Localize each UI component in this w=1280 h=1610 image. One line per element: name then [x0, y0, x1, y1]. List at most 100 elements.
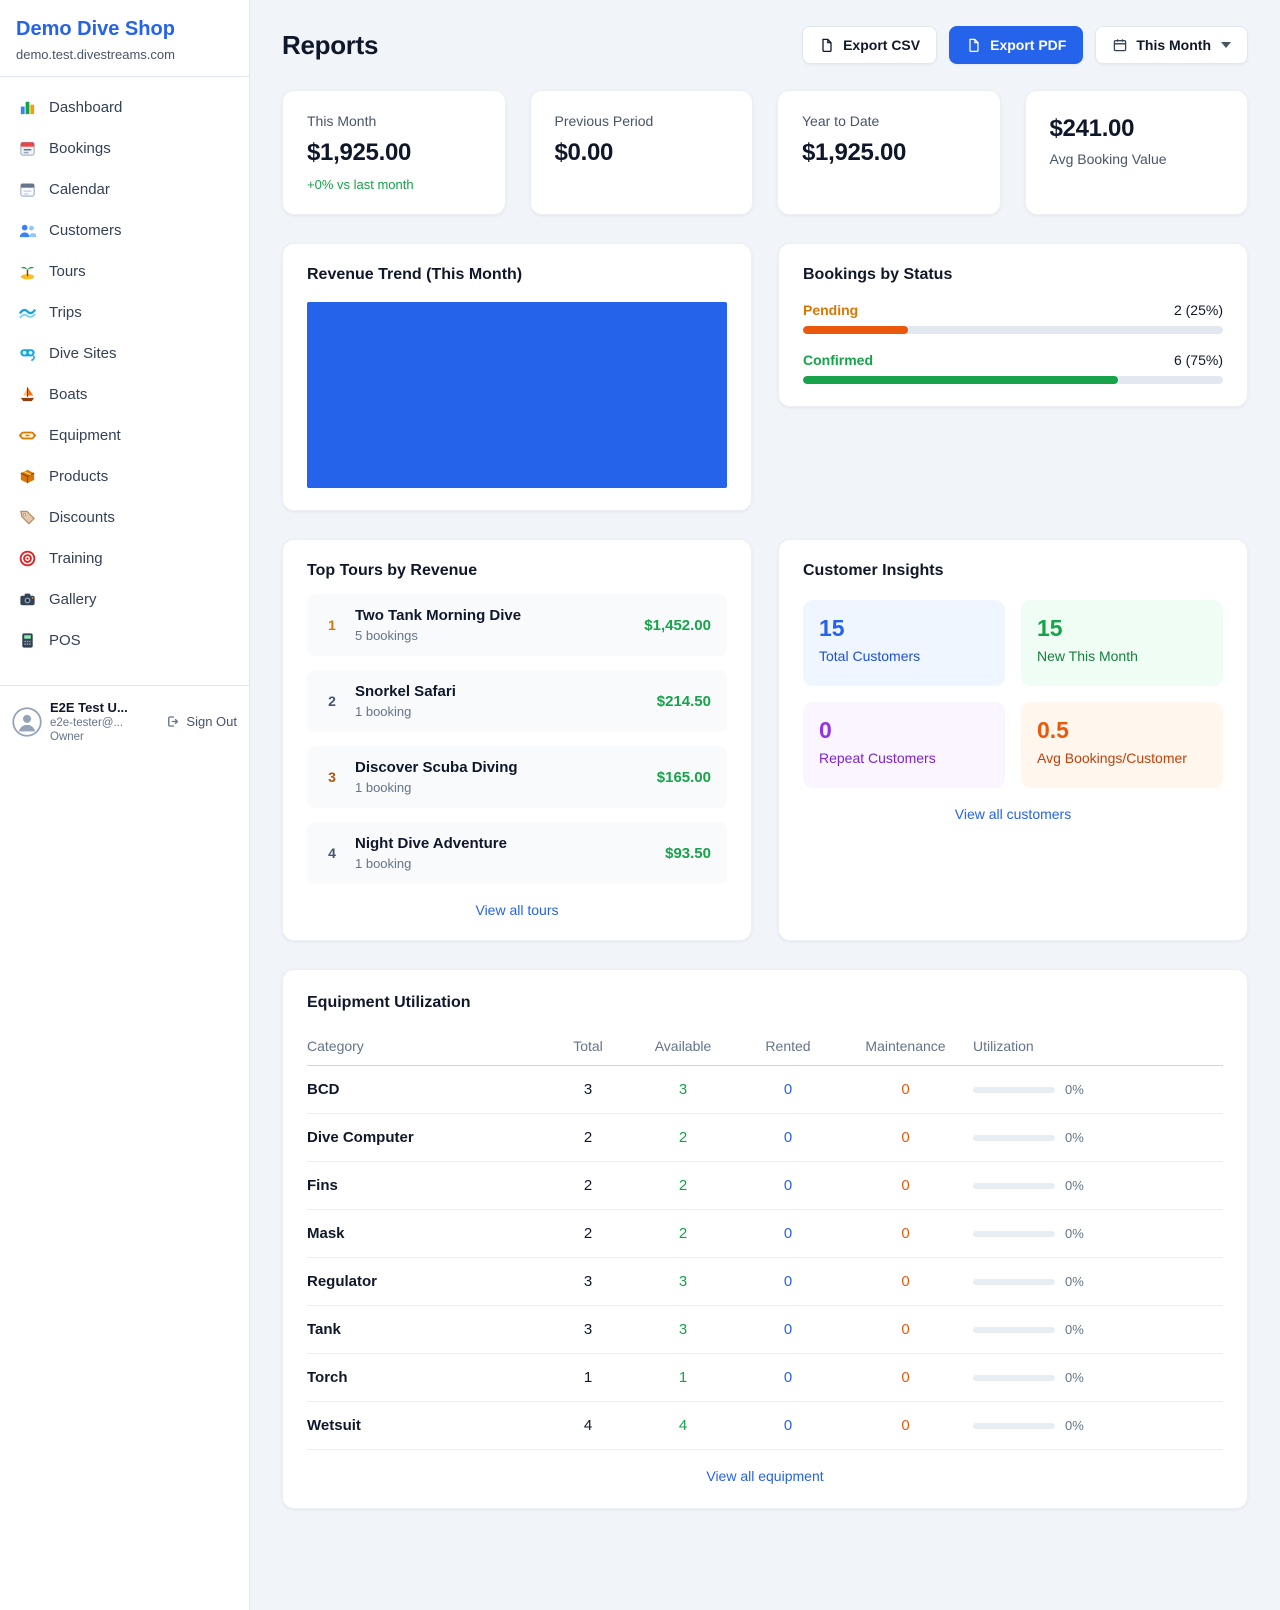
utilization-bar [973, 1086, 1055, 1093]
tour-name: Night Dive Adventure [355, 835, 507, 852]
box-icon [18, 467, 37, 486]
revenue-bar-chart [307, 302, 727, 488]
sidebar-item-training[interactable]: Training [0, 538, 249, 579]
period-label: This Month [1136, 37, 1211, 53]
stats-row: This Month $1,925.00 +0% vs last month P… [282, 90, 1248, 215]
view-all-equipment-link[interactable]: View all equipment [706, 1468, 824, 1484]
col-available: Available [654, 1037, 712, 1054]
cell-rented: 0 [783, 1081, 793, 1098]
cell-available: 2 [678, 1177, 688, 1194]
export-pdf-button[interactable]: Export PDF [949, 26, 1084, 64]
stat-delta: +0% vs last month [307, 177, 414, 192]
top-tours-title: Top Tours by Revenue [307, 562, 478, 579]
tile-value: 15 [819, 615, 845, 641]
cell-maintenance: 0 [901, 1225, 910, 1242]
utilization-label: 0% [1065, 1322, 1084, 1337]
export-csv-button[interactable]: Export CSV [802, 26, 938, 64]
tour-row: 1 Two Tank Morning Dive 5 bookings $1,45… [307, 594, 727, 656]
calendar-date-icon [18, 139, 37, 158]
dive-mask-icon [18, 344, 37, 363]
user-email: e2e-tester@... [50, 717, 124, 729]
tile-value: 0.5 [1037, 717, 1069, 743]
sidebar-item-dive-sites[interactable]: Dive Sites [0, 333, 249, 374]
sign-out-button[interactable]: Sign Out [165, 714, 237, 729]
user-name: E2E Test U... [50, 700, 128, 715]
sidebar-item-gallery[interactable]: Gallery [0, 579, 249, 620]
brand: Demo Dive Shop demo.test.divestreams.com [0, 0, 249, 77]
file-icon [822, 38, 832, 53]
tour-row: 3 Discover Scuba Diving 1 booking $165.0… [307, 746, 727, 808]
cell-available: 4 [678, 1417, 688, 1434]
tour-name: Snorkel Safari [355, 683, 456, 700]
col-utilization: Utilization [973, 1037, 1034, 1054]
stat-card-previous-period: Previous Period $0.00 [529, 90, 753, 215]
stat-label: Avg Booking Value [1049, 151, 1167, 167]
cell-rented: 0 [783, 1129, 793, 1146]
tag-icon [18, 508, 37, 527]
export-pdf-label: Export PDF [990, 37, 1067, 53]
user-meta: E2E Test U... e2e-tester@... Owner [50, 700, 157, 743]
rank-badge: 4 [328, 845, 336, 861]
sidebar-item-label: Bookings [49, 140, 111, 157]
sidebar-item-equipment[interactable]: Equipment [0, 415, 249, 456]
camera-icon [18, 590, 37, 609]
sidebar-item-discounts[interactable]: Discounts [0, 497, 249, 538]
table-row: Mask 2 2 0 0 0% [307, 1210, 1223, 1258]
sidebar-item-bookings[interactable]: Bookings [0, 128, 249, 169]
status-row-pending: Pending 2 (25%) [803, 302, 1223, 318]
stat-label: This Month [307, 113, 377, 129]
tour-bookings: 5 bookings [355, 628, 418, 643]
sidebar-item-calendar[interactable]: Calendar [0, 169, 249, 210]
wave-icon [18, 303, 37, 322]
cell-available: 1 [678, 1369, 688, 1386]
cell-maintenance: 0 [901, 1369, 910, 1386]
cell-utilization: 0% [973, 1418, 1223, 1433]
target-icon [18, 549, 37, 568]
sidebar-item-products[interactable]: Products [0, 456, 249, 497]
cell-category: Mask [307, 1225, 345, 1242]
cell-total: 4 [583, 1417, 593, 1434]
tour-revenue: $214.50 [656, 692, 711, 710]
cell-category: Regulator [307, 1273, 378, 1290]
island-icon [18, 262, 37, 281]
sidebar-item-pos[interactable]: POS [0, 620, 249, 661]
utilization-label: 0% [1065, 1178, 1084, 1193]
cell-utilization: 0% [973, 1274, 1223, 1289]
utilization-label: 0% [1065, 1274, 1084, 1289]
equipment-title: Equipment Utilization [307, 994, 471, 1011]
sidebar-item-tours[interactable]: Tours [0, 251, 249, 292]
cell-utilization: 0% [973, 1370, 1223, 1385]
tour-revenue: $165.00 [656, 768, 711, 786]
cell-category: Tank [307, 1321, 341, 1338]
view-all-tours-link[interactable]: View all tours [475, 902, 559, 918]
status-row-confirmed: Confirmed 6 (75%) [803, 352, 1223, 368]
sidebar-item-label: Discounts [49, 509, 115, 526]
sidebar-item-label: Customers [49, 222, 122, 239]
cell-utilization: 0% [973, 1178, 1223, 1193]
sidebar-item-label: POS [49, 632, 81, 649]
sidebar-item-customers[interactable]: Customers [0, 210, 249, 251]
page-header: Reports Export CSV Export PDF This Month [282, 26, 1248, 64]
cell-utilization: 0% [973, 1322, 1223, 1337]
sidebar-item-trips[interactable]: Trips [0, 292, 249, 333]
sidebar-item-dashboard[interactable]: Dashboard [0, 87, 249, 128]
calendar-icon [1114, 39, 1127, 52]
table-row: Wetsuit 4 4 0 0 0% [307, 1402, 1223, 1450]
cell-category: Wetsuit [307, 1417, 361, 1434]
tile-avg-bookings-per-customer: 0.5 Avg Bookings/Customer [1021, 702, 1223, 788]
equipment-utilization-card: Equipment Utilization Category Total Ava… [282, 969, 1248, 1509]
cell-category: Fins [307, 1177, 338, 1194]
sidebar-item-boats[interactable]: Boats [0, 374, 249, 415]
tour-revenue: $1,452.00 [644, 616, 711, 634]
view-all-customers-link[interactable]: View all customers [954, 806, 1072, 822]
avatar [12, 706, 42, 737]
cell-available: 3 [678, 1321, 688, 1338]
bookings-by-status-title: Bookings by Status [803, 266, 953, 283]
sidebar-item-label: Equipment [49, 427, 121, 444]
cell-total: 2 [583, 1129, 593, 1146]
stat-label: Previous Period [554, 113, 654, 129]
table-row: Fins 2 2 0 0 0% [307, 1162, 1223, 1210]
utilization-label: 0% [1065, 1130, 1084, 1145]
cell-total: 2 [583, 1177, 593, 1194]
period-dropdown[interactable]: This Month [1095, 26, 1248, 64]
